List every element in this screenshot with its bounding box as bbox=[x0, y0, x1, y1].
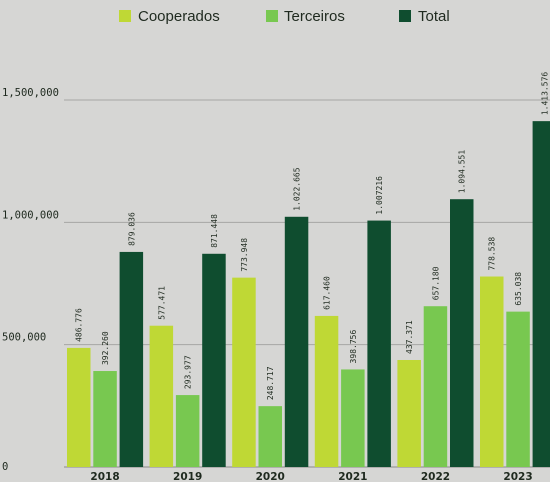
bar bbox=[314, 315, 339, 467]
data-label: 1.094.551 bbox=[458, 150, 467, 194]
x-tick-label: 2021 bbox=[338, 471, 367, 482]
legend-swatch bbox=[399, 10, 411, 22]
x-tick-label: 2019 bbox=[173, 471, 202, 482]
bar bbox=[232, 277, 256, 467]
x-axis: 2018 2019 2020 2021 2022 2023 bbox=[90, 471, 532, 482]
data-label: 437.371 bbox=[405, 320, 414, 354]
data-label: 657.180 bbox=[431, 266, 440, 300]
legend-label: Total bbox=[418, 8, 450, 25]
data-label: 248.717 bbox=[266, 366, 275, 400]
bar bbox=[175, 395, 200, 467]
y-tick-label: 1,000,000 bbox=[2, 209, 59, 221]
x-tick-label: 2018 bbox=[90, 471, 119, 482]
data-label: 1.413.576 bbox=[540, 72, 549, 116]
bar bbox=[480, 276, 504, 467]
bar bbox=[532, 121, 550, 467]
bar bbox=[397, 359, 421, 467]
bar bbox=[367, 220, 391, 467]
legend-swatch bbox=[119, 10, 131, 22]
bars bbox=[67, 121, 550, 467]
bar bbox=[119, 251, 144, 467]
bar bbox=[423, 306, 448, 467]
data-label: 1.022.665 bbox=[293, 167, 302, 211]
y-tick-label: 0 bbox=[2, 461, 8, 473]
data-label: 778.538 bbox=[488, 237, 497, 271]
bar bbox=[341, 369, 365, 467]
y-tick-label: 1,500,000 bbox=[2, 87, 59, 99]
data-label: 398.756 bbox=[349, 330, 358, 364]
data-label: 879.036 bbox=[127, 212, 136, 246]
bar bbox=[284, 216, 309, 467]
data-label: 486.776 bbox=[75, 308, 84, 342]
data-label: 577.471 bbox=[157, 286, 166, 320]
y-tick-label: 500,000 bbox=[2, 332, 46, 344]
y-axis: 0 500,000 1,000,000 1,500,000 bbox=[2, 87, 59, 473]
data-label: 392.260 bbox=[101, 331, 110, 365]
bar bbox=[202, 253, 226, 467]
data-label: 617.460 bbox=[323, 276, 332, 310]
x-tick-label: 2023 bbox=[503, 471, 532, 482]
data-label: 1.007216 bbox=[375, 176, 384, 215]
legend-swatch bbox=[266, 10, 278, 22]
legend-label: Terceiros bbox=[284, 8, 345, 25]
data-label: 293.977 bbox=[184, 355, 193, 389]
data-label: 773.948 bbox=[240, 238, 249, 272]
x-tick-label: 2020 bbox=[256, 471, 285, 482]
legend: Cooperados Terceiros Total bbox=[119, 8, 450, 25]
bar bbox=[506, 311, 530, 467]
bar bbox=[450, 199, 474, 467]
data-label: 635.038 bbox=[514, 272, 523, 306]
bar bbox=[93, 371, 117, 467]
data-labels: 486.776 392.260 879.036 577.471 293.977 871.4… bbox=[75, 72, 550, 401]
bar bbox=[67, 347, 91, 467]
data-label: 871.448 bbox=[210, 214, 219, 248]
bar bbox=[149, 325, 174, 467]
x-tick-label: 2022 bbox=[421, 471, 450, 482]
legend-label: Cooperados bbox=[138, 8, 220, 25]
bar bbox=[258, 406, 282, 467]
